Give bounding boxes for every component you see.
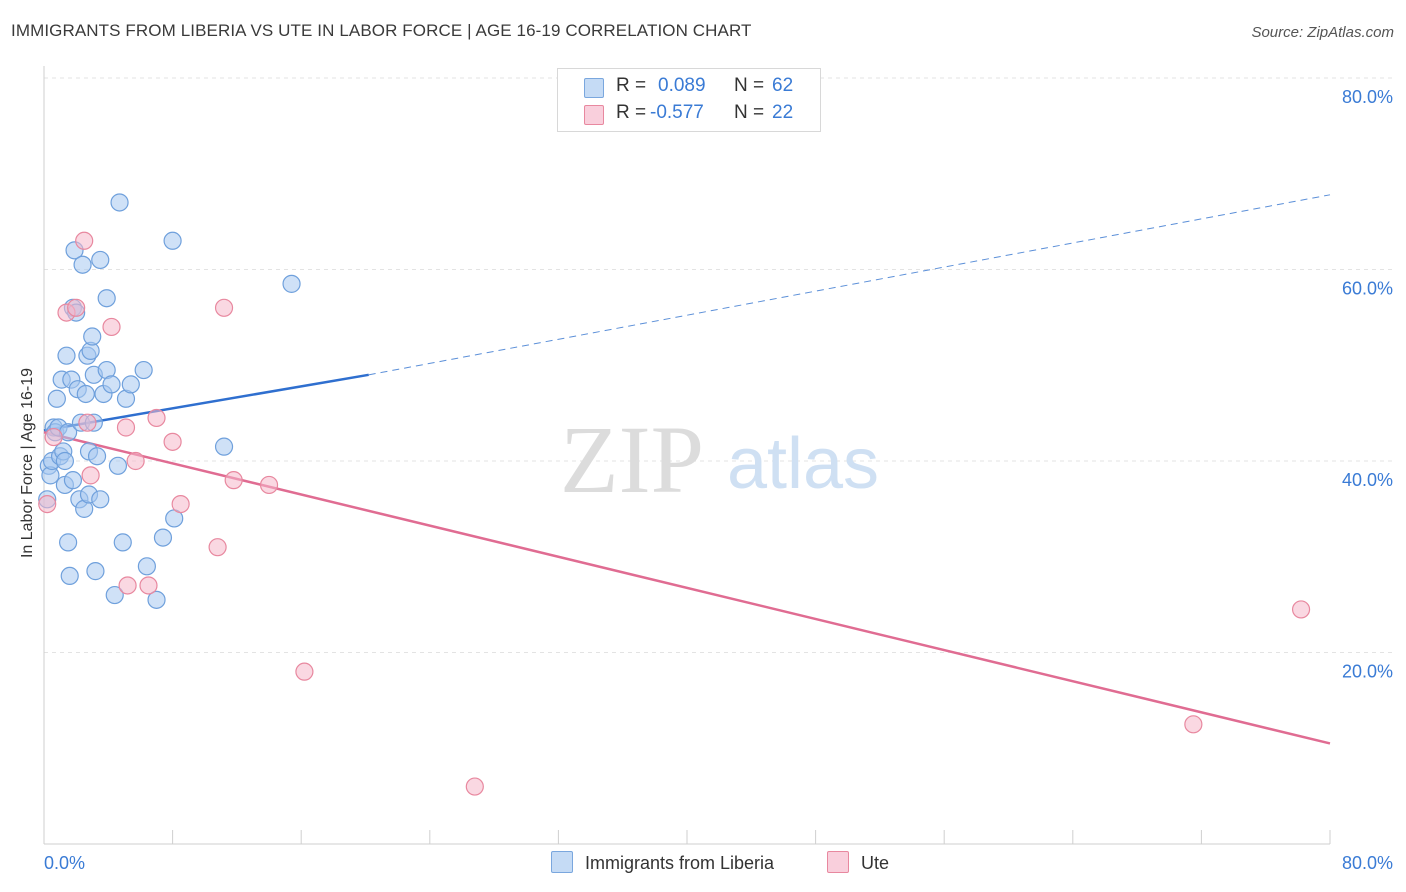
legend-n-label: N =	[734, 102, 765, 123]
legend-swatch-liberia	[584, 78, 604, 98]
legend-n-value: 22	[772, 102, 794, 123]
grid	[44, 77, 1393, 653]
point-ute	[259, 475, 279, 495]
legend-r-label: R =	[616, 102, 647, 123]
point-ute	[1291, 600, 1311, 619]
watermark-atlas: atlas	[727, 424, 879, 504]
bottom-legend-ute: Ute	[827, 851, 889, 874]
point-ute	[465, 777, 484, 796]
point-liberia	[147, 590, 166, 609]
point-ute	[295, 662, 314, 681]
legend: R = 0.089 N = 62 R = -0.577 N = 22	[557, 68, 821, 132]
point-ute	[81, 466, 100, 485]
point-ute	[163, 432, 182, 451]
point-liberia	[63, 471, 83, 490]
watermark: ZIP atlas	[560, 406, 879, 513]
point-ute	[224, 471, 243, 490]
point-liberia	[57, 346, 76, 365]
point-liberia	[214, 437, 234, 456]
legend-r-value: 0.089	[658, 75, 706, 96]
point-liberia	[97, 289, 116, 308]
trendline-liberia-extension	[368, 194, 1331, 376]
point-liberia	[113, 533, 132, 552]
legend-n-value: 62	[772, 75, 794, 96]
point-liberia	[47, 389, 66, 408]
x-tick-label-right: 80.0%	[1342, 853, 1393, 873]
point-ute	[171, 494, 190, 514]
point-liberia	[87, 447, 107, 466]
axes	[43, 66, 1331, 845]
bottom-legend-label-liberia: Immigrants from Liberia	[585, 853, 775, 873]
legend-n-label: N =	[734, 75, 765, 96]
point-ute	[126, 451, 145, 471]
legend-swatch-ute	[584, 105, 604, 125]
point-liberia	[137, 557, 156, 576]
points	[38, 193, 1311, 796]
point-liberia	[55, 451, 74, 471]
point-liberia	[121, 375, 140, 394]
point-liberia	[108, 456, 128, 475]
point-ute	[38, 494, 57, 514]
point-liberia	[134, 360, 153, 380]
point-liberia	[83, 327, 102, 346]
point-ute	[44, 427, 63, 447]
bottom-legend-swatch-ute	[827, 851, 849, 873]
bottom-legend-liberia: Immigrants from Liberia	[551, 851, 774, 874]
point-liberia	[153, 528, 173, 547]
bottom-legend-label-ute: Ute	[861, 853, 890, 873]
point-liberia	[76, 384, 95, 404]
y-tick-label: 60.0%	[1342, 279, 1393, 299]
y-tick-label: 20.0%	[1342, 662, 1393, 682]
y-axis-label: In Labor Force | Age 16-19	[19, 367, 36, 559]
point-liberia	[91, 490, 110, 509]
point-liberia	[110, 193, 129, 212]
point-liberia	[102, 375, 121, 394]
point-ute	[75, 231, 94, 250]
point-ute	[102, 317, 121, 337]
watermark-zip: ZIP	[560, 406, 704, 513]
point-ute	[67, 298, 86, 317]
point-ute	[208, 538, 227, 557]
chart-title: IMMIGRANTS FROM LIBERIA VS UTE IN LABOR …	[11, 21, 752, 40]
legend-r-label: R =	[616, 75, 647, 96]
point-liberia	[105, 585, 124, 605]
bottom-legend-swatch-liberia	[551, 851, 573, 873]
trendline-ute	[43, 431, 1331, 745]
point-liberia	[60, 566, 79, 586]
point-ute	[147, 408, 166, 428]
y-tick-label: 40.0%	[1342, 470, 1393, 490]
point-liberia	[163, 231, 182, 250]
point-ute	[78, 413, 97, 432]
point-ute	[116, 418, 136, 437]
point-ute	[214, 298, 234, 317]
point-liberia	[73, 255, 92, 274]
point-liberia	[59, 533, 78, 552]
point-ute	[1184, 715, 1203, 734]
point-liberia	[86, 562, 105, 581]
point-liberia	[91, 250, 110, 270]
chart-source: Source: ZipAtlas.com	[1251, 24, 1394, 41]
point-ute	[139, 576, 158, 595]
x-tick-label-left: 0.0%	[44, 853, 85, 873]
y-tick-label: 80.0%	[1342, 87, 1393, 107]
point-ute	[118, 576, 137, 595]
y-tick-labels: 20.0% 40.0% 60.0% 80.0%	[1342, 87, 1393, 682]
point-liberia	[282, 274, 301, 293]
legend-r-value: -0.577	[650, 102, 704, 123]
